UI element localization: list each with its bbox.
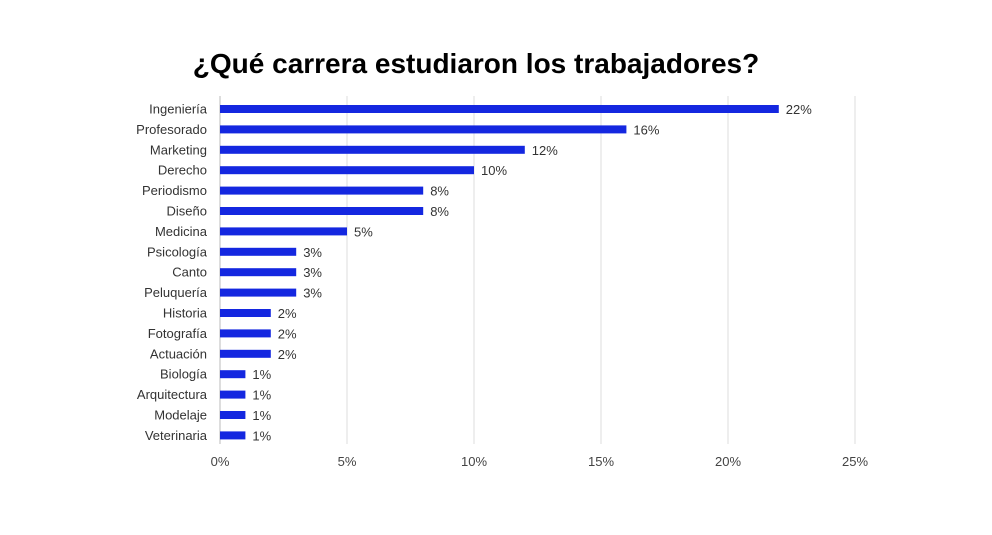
bar [220, 370, 246, 379]
data-label: 8% [430, 184, 449, 199]
category-label: Derecho [158, 163, 207, 178]
bar [220, 166, 474, 175]
bar [220, 105, 779, 113]
bar [220, 349, 271, 358]
bar [220, 329, 271, 338]
bar [220, 288, 297, 297]
category-label: Marketing [150, 142, 207, 157]
bar [220, 411, 246, 419]
x-tick-label: 15% [588, 454, 614, 469]
category-label: Profesorado [136, 122, 207, 137]
data-label: 1% [252, 367, 271, 382]
bar [220, 145, 525, 154]
category-label: Psicología [147, 244, 208, 259]
data-label: 5% [354, 224, 373, 239]
bar [220, 207, 424, 215]
category-label: Canto [172, 265, 207, 280]
category-label: Veterinaria [145, 428, 208, 443]
bar [220, 268, 297, 277]
bar [220, 309, 271, 317]
bar [220, 125, 627, 134]
data-label: 1% [252, 388, 271, 403]
category-label: Biología [160, 367, 208, 382]
x-tick-label: 25% [842, 454, 868, 469]
bar [220, 431, 246, 440]
category-label: Diseño [167, 204, 207, 219]
bar [220, 247, 297, 256]
category-label: Historia [163, 306, 208, 321]
bar [220, 390, 246, 399]
data-label: 3% [303, 245, 322, 260]
data-label: 2% [278, 326, 297, 341]
category-label: Peluquería [144, 285, 208, 300]
category-label: Ingeniería [149, 102, 208, 117]
data-label: 12% [532, 143, 558, 158]
x-tick-label: 5% [338, 454, 357, 469]
data-label: 10% [481, 163, 507, 178]
x-tick-label: 20% [715, 454, 741, 469]
data-label: 2% [278, 306, 297, 321]
category-label: Arquitectura [137, 387, 208, 402]
x-tick-label: 0% [211, 454, 230, 469]
chart-title: ¿Qué carrera estudiaron los trabajadores… [192, 48, 760, 79]
category-label: Periodismo [142, 183, 207, 198]
category-label: Medicina [155, 224, 208, 239]
x-tick-label: 10% [461, 454, 487, 469]
data-label: 3% [303, 286, 322, 301]
data-label: 1% [252, 428, 271, 443]
category-label: Modelaje [154, 408, 207, 423]
category-label: Fotografía [148, 326, 208, 341]
data-label: 8% [430, 204, 449, 219]
bar [220, 186, 424, 195]
labels: 0% 5% 10% 15% 20% 25% Ingeniería 22% Profesorado… [136, 102, 868, 470]
bars [220, 105, 779, 440]
data-label: 22% [786, 102, 812, 117]
data-label: 16% [633, 122, 659, 137]
data-label: 2% [278, 347, 297, 362]
bar [220, 227, 347, 236]
data-label: 1% [252, 408, 271, 423]
category-label: Actuación [150, 346, 207, 361]
gridlines [219, 96, 856, 444]
data-label: 3% [303, 265, 322, 280]
